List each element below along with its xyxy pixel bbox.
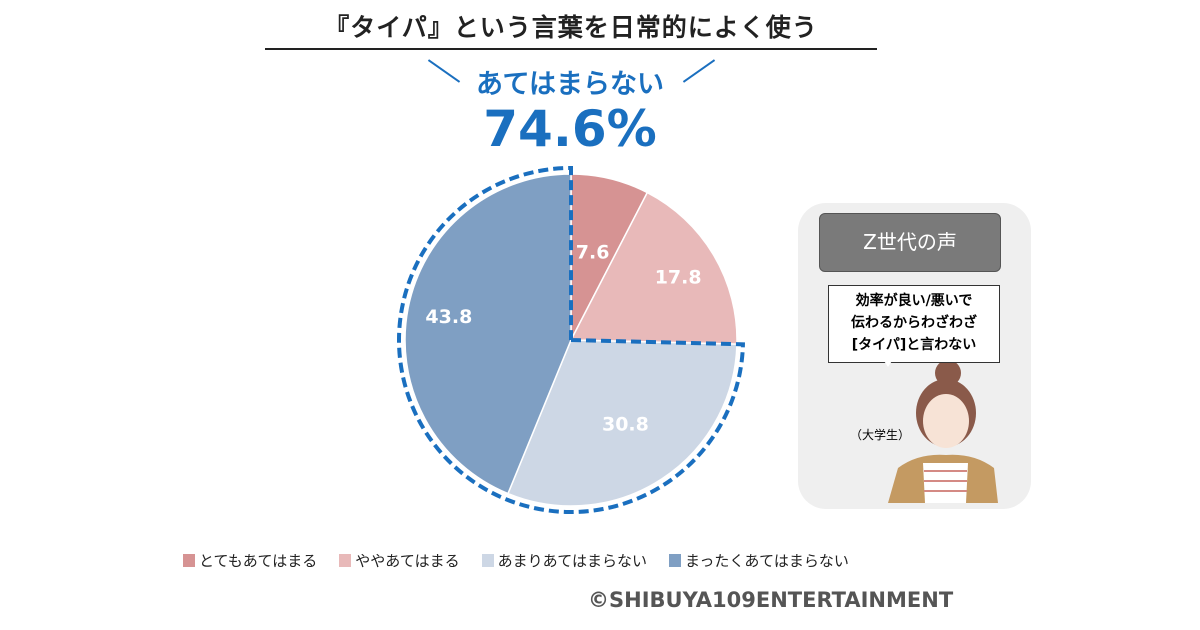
legend-label: あまりあてはまらない bbox=[497, 552, 648, 570]
slice-value-label: 43.8 bbox=[425, 306, 472, 328]
highlight-dashed-outline bbox=[397, 165, 746, 514]
legend-swatch bbox=[669, 554, 682, 567]
legend: とてもあてはまる ややあてはまる あまりあてはまらない まったくあてはまらない bbox=[183, 550, 849, 571]
slice-value-label: 30.8 bbox=[602, 413, 649, 435]
chart-title: 『タイパ』という言葉を日常的によく使う bbox=[265, 8, 877, 50]
panel-header: Z世代の声 bbox=[819, 213, 1001, 272]
highlight-callout: あてはまらない 74.6% bbox=[420, 62, 720, 157]
legend-item: あまりあてはまらない bbox=[481, 550, 648, 571]
slice-value-label: 7.6 bbox=[576, 241, 610, 263]
quote-line: 伝わるからわざわざ bbox=[851, 315, 977, 331]
quote-line: [タイパ]と言わない bbox=[851, 337, 977, 353]
legend-label: とてもあてはまる bbox=[199, 552, 318, 570]
legend-label: ややあてはまる bbox=[355, 552, 460, 570]
student-illustration bbox=[888, 363, 998, 503]
quote-bubble: 効率が良い/悪いで 伝わるからわざわざ [タイパ]と言わない bbox=[828, 285, 1000, 367]
legend-swatch bbox=[481, 554, 494, 567]
legend-item: ややあてはまる bbox=[339, 550, 460, 571]
pie-slice bbox=[569, 191, 738, 345]
copyright: ©SHIBUYA109ENTERTAINMENT bbox=[588, 588, 954, 612]
pie-slice bbox=[404, 173, 572, 495]
legend-item: とてもあてはまる bbox=[183, 550, 317, 571]
voice-panel: Z世代の声 効率が良い/悪いで 伝わるからわざわざ [タイパ]と言わない （大学… bbox=[798, 203, 1031, 509]
legend-label: まったくあてはまらない bbox=[685, 552, 849, 570]
speaker-label: （大学生） bbox=[850, 428, 911, 442]
legend-swatch bbox=[183, 554, 195, 567]
legend-swatch bbox=[339, 554, 352, 567]
highlight-label: あてはまらない bbox=[476, 69, 664, 100]
highlight-value: 74.6% bbox=[483, 100, 657, 158]
quote-line: 効率が良い/悪いで bbox=[855, 293, 973, 309]
slice-value-label: 17.8 bbox=[655, 267, 702, 289]
legend-item: まったくあてはまらない bbox=[669, 550, 849, 571]
pie-slice bbox=[506, 339, 738, 507]
